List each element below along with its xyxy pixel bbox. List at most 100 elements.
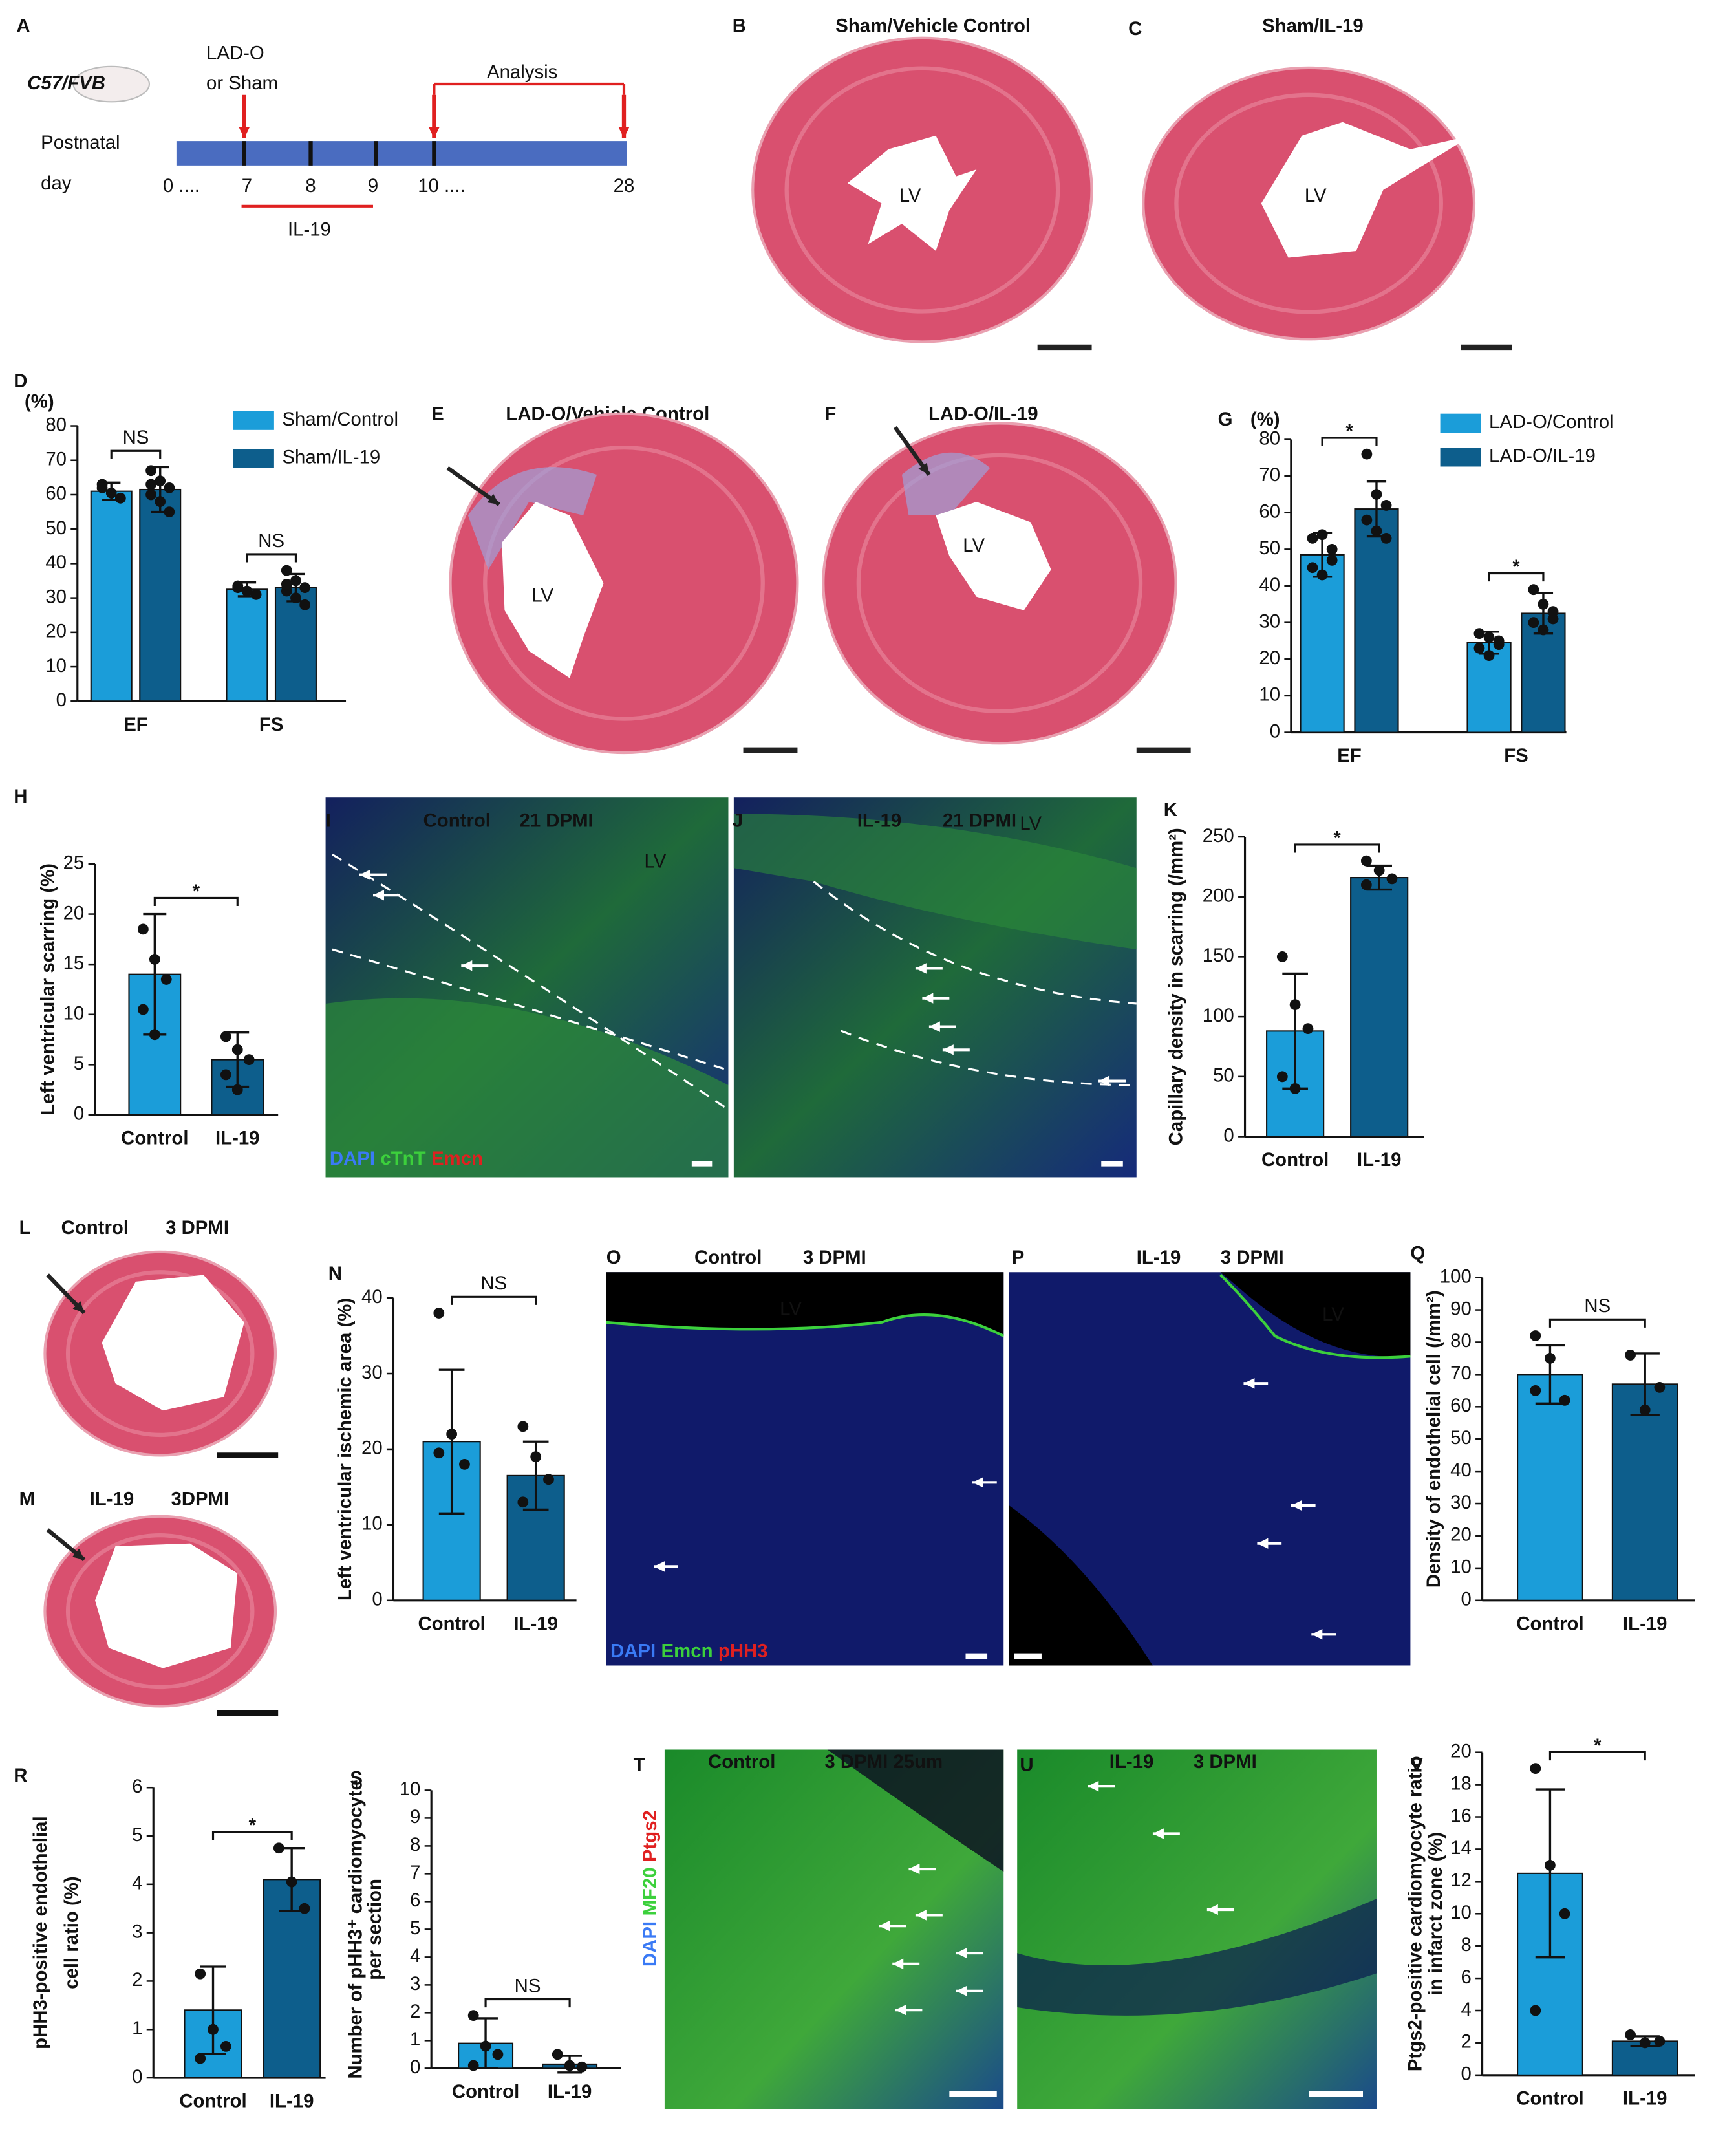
y-tick-label: 7 xyxy=(410,1862,420,1883)
label: LV xyxy=(644,851,666,872)
y-axis-label: Ptgs2-positive cardiomyocyte ratio xyxy=(1405,1756,1426,2071)
border xyxy=(813,881,1137,1005)
data-point xyxy=(1473,642,1485,654)
y-axis-label: Density of endothelial cell (/mm²) xyxy=(1423,1290,1444,1588)
data-point xyxy=(160,974,172,985)
label: 21 DPMI xyxy=(519,810,593,832)
y-tick-label: 40 xyxy=(1259,574,1280,596)
label: IL-19 xyxy=(90,1488,134,1509)
y-tick-label: 5 xyxy=(74,1053,84,1074)
x-tick-label: Control xyxy=(179,2091,246,2112)
tissue-section xyxy=(449,412,799,755)
y-tick-label: 80 xyxy=(45,414,67,435)
legend-label: LAD-O/Control xyxy=(1489,411,1614,433)
data-point xyxy=(1386,873,1398,885)
tissue-texture xyxy=(483,445,765,721)
arrow-head xyxy=(918,462,929,475)
y-tick-label: 40 xyxy=(1450,1460,1472,1481)
label: LV xyxy=(531,585,553,607)
arrow-head xyxy=(618,127,630,138)
data-point xyxy=(530,1451,542,1463)
data-point xyxy=(1326,554,1338,566)
y-tick-label: 60 xyxy=(45,483,67,504)
data-point xyxy=(1360,855,1372,867)
label: IL-19 xyxy=(1137,1247,1181,1268)
significance-bracket xyxy=(1294,843,1380,853)
arrow-head xyxy=(461,960,473,971)
y-tick-label: 30 xyxy=(1450,1492,1472,1513)
endocardium xyxy=(606,1313,1005,1337)
arrow-head xyxy=(908,1863,920,1875)
tissue-texture xyxy=(784,66,1060,314)
lv-cavity xyxy=(848,135,977,251)
y-axis-label: Left ventricular ischemic area (%) xyxy=(334,1298,356,1601)
data-point xyxy=(480,2040,491,2052)
data-point xyxy=(517,1496,529,1508)
y-tick-label: 12 xyxy=(1450,1870,1472,1891)
tissue-texture xyxy=(65,1533,255,1690)
stain-name: pHH3 xyxy=(718,1640,768,1661)
y-axis-label: in infarct zone (%) xyxy=(1425,1832,1446,1996)
data-point xyxy=(1559,1394,1570,1406)
arrow-head xyxy=(359,869,371,880)
y-axis-label: per section xyxy=(364,1879,385,1980)
label: B xyxy=(733,16,746,37)
y-tick-label: 8 xyxy=(410,1834,420,1855)
label: E xyxy=(431,404,444,425)
data-point xyxy=(1371,525,1382,537)
panel-label: V xyxy=(1410,1754,1423,1775)
label: A xyxy=(16,16,30,37)
data-point xyxy=(145,479,156,490)
y-tick-label: 30 xyxy=(1259,610,1280,632)
y-tick-label: 10 xyxy=(45,655,67,676)
border xyxy=(332,948,733,1073)
label: LV xyxy=(963,535,985,556)
panel-label: Q xyxy=(1410,1243,1425,1264)
y-tick-label: 10 xyxy=(361,1513,383,1535)
data-point xyxy=(1639,1404,1651,1416)
y-tick-label: 0 xyxy=(372,1589,382,1610)
bar xyxy=(1354,508,1399,733)
x-tick-label: Control xyxy=(1261,1149,1329,1171)
y-tick-label: 10 xyxy=(1450,1902,1472,1923)
data-point xyxy=(164,506,175,517)
significance-bracket xyxy=(211,1830,293,1840)
data-point xyxy=(232,580,244,592)
x-tick-label: Control xyxy=(1516,2088,1583,2109)
x-tick-label: Control xyxy=(1516,1613,1583,1634)
label: 3 DPMI xyxy=(803,1247,866,1268)
data-point xyxy=(1545,1860,1556,1871)
y-tick-label: 40 xyxy=(361,1286,383,1308)
dark-region xyxy=(1017,1899,1377,2016)
significance-label: * xyxy=(1512,556,1520,577)
significance-bracket xyxy=(451,1295,537,1305)
y-tick-label: 20 xyxy=(1259,647,1280,669)
arrow-head xyxy=(72,1301,85,1313)
label: 3 DPMI xyxy=(1194,1751,1257,1773)
y-tick-label: 1 xyxy=(410,2029,420,2050)
legend-label: Sham/Control xyxy=(282,409,398,430)
arrow-head xyxy=(1152,1828,1164,1839)
data-point xyxy=(552,2049,563,2060)
bar xyxy=(1517,1374,1583,1601)
label: 0 .... xyxy=(163,175,200,197)
arrow-head xyxy=(956,1985,967,1997)
dark-region xyxy=(827,1749,1004,1872)
arrow-head xyxy=(1257,1538,1269,1549)
label: 3 DPMI xyxy=(1221,1247,1284,1268)
data-point xyxy=(1654,2036,1666,2047)
y-tick-label: 20 xyxy=(1450,1740,1472,1762)
label: 3DPMI xyxy=(171,1488,229,1509)
significance-label: * xyxy=(1594,1735,1602,1756)
mouse-icon xyxy=(72,65,150,103)
data-point xyxy=(1538,624,1549,636)
arrow-head xyxy=(1088,1780,1099,1792)
data-point xyxy=(138,923,149,935)
y-tick-label: 0 xyxy=(56,689,67,711)
label: U xyxy=(1020,1754,1033,1775)
lv-cavity xyxy=(502,501,604,678)
panel-label: R xyxy=(14,1765,27,1786)
y-tick-label: 3 xyxy=(132,1921,142,1942)
arrow-head xyxy=(915,963,927,974)
data-point xyxy=(164,482,175,493)
